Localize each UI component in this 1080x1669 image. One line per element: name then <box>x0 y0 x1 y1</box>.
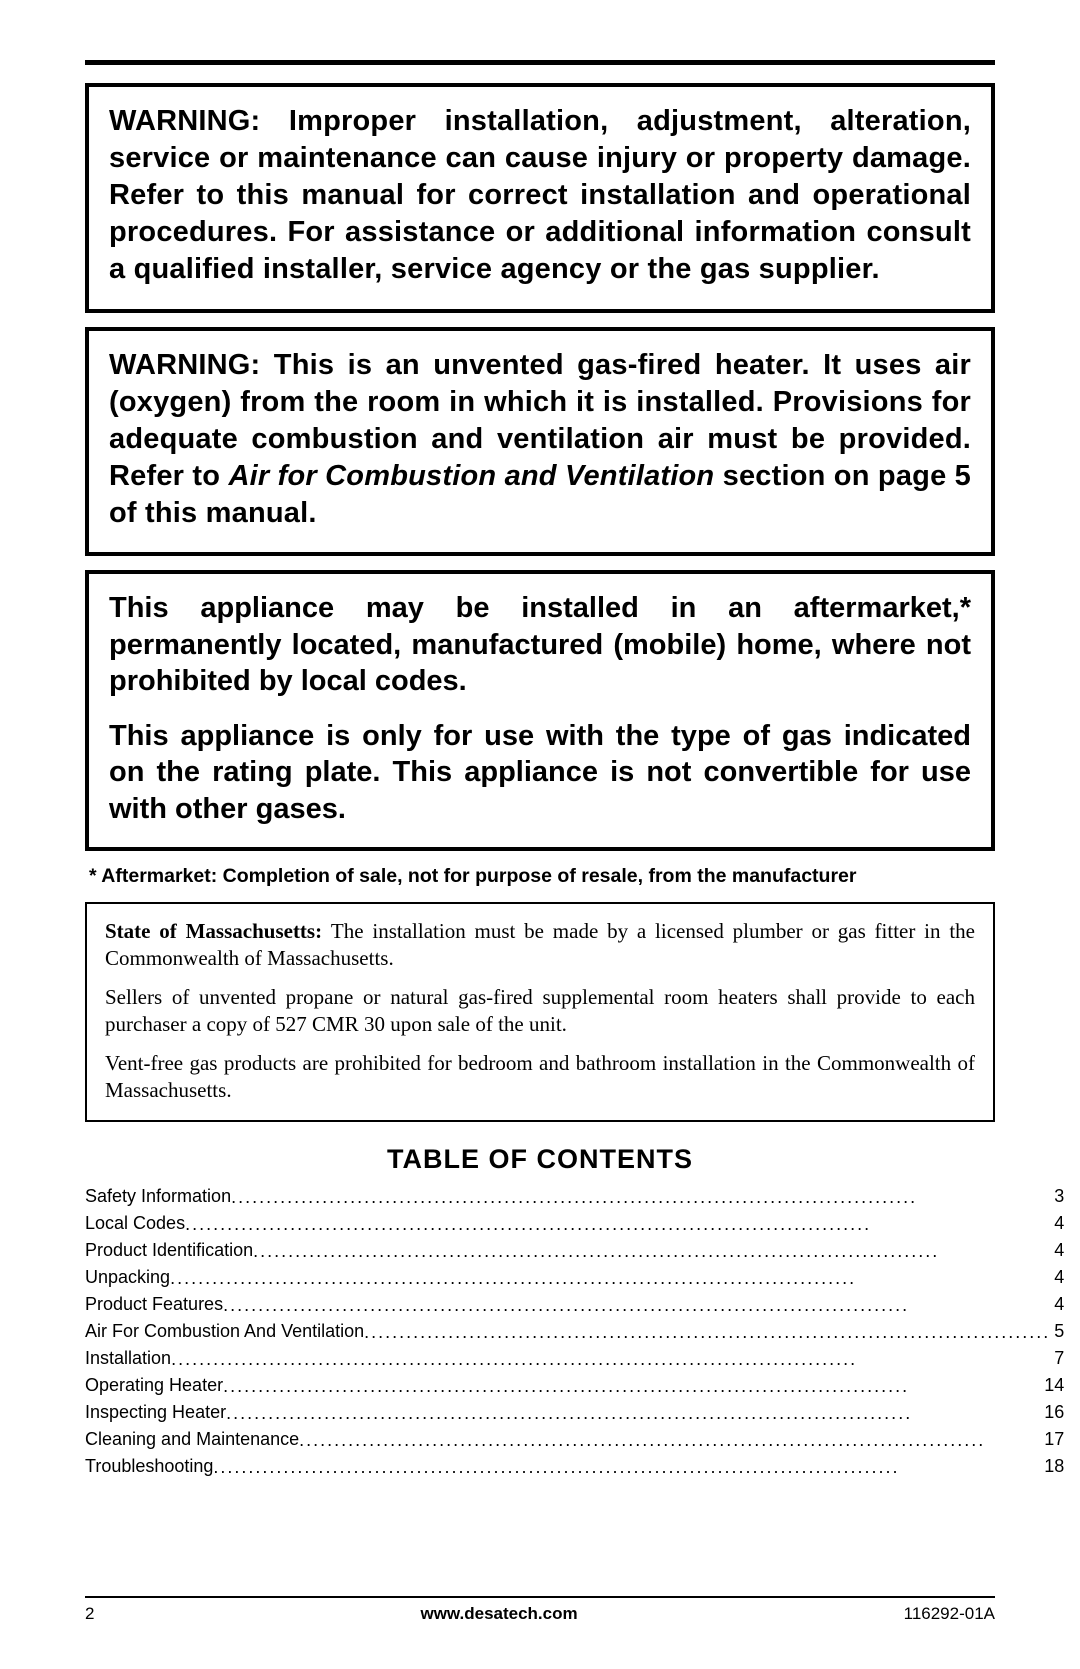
toc-row: Product Identification 4 <box>85 1237 1064 1264</box>
table-of-contents: Safety Information 3Local Codes 4Product… <box>85 1183 995 1480</box>
toc-label: Unpacking <box>85 1264 170 1291</box>
toc-row: Local Codes 4 <box>85 1210 1064 1237</box>
toc-label: Air For Combustion And Ventilation <box>85 1318 364 1345</box>
toc-row: Operating Heater 14 <box>85 1372 1064 1399</box>
toc-row: Troubleshooting 18 <box>85 1453 1064 1480</box>
aftermarket-footnote: * Aftermarket: Completion of sale, not f… <box>85 865 995 888</box>
toc-leader <box>231 1184 1050 1210</box>
toc-column-left: Safety Information 3Local Codes 4Product… <box>85 1183 1064 1480</box>
warning-1-text: WARNING: Improper installation, adjustme… <box>109 103 971 289</box>
toc-row: Air For Combustion And Ventilation 5 <box>85 1318 1064 1345</box>
toc-row: Product Features 4 <box>85 1291 1064 1318</box>
toc-label: Operating Heater <box>85 1372 223 1399</box>
toc-label: Safety Information <box>85 1183 231 1210</box>
toc-page: 5 <box>1050 1318 1064 1345</box>
toc-leader <box>171 1346 1050 1372</box>
toc-page: 7 <box>1050 1345 1064 1372</box>
toc-leader <box>253 1238 1050 1264</box>
toc-page: 14 <box>1040 1372 1064 1399</box>
toc-leader <box>213 1454 1040 1480</box>
toc-page: 18 <box>1040 1453 1064 1480</box>
toc-row: Cleaning and Maintenance 17 <box>85 1426 1064 1453</box>
toc-leader <box>223 1292 1050 1318</box>
toc-row: Safety Information 3 <box>85 1183 1064 1210</box>
toc-leader <box>223 1373 1040 1399</box>
toc-label: Product Features <box>85 1291 223 1318</box>
toc-page: 4 <box>1050 1237 1064 1264</box>
info-box: This appliance may be installed in an af… <box>85 570 995 851</box>
toc-leader <box>364 1319 1050 1345</box>
page-content: WARNING: Improper installation, adjustme… <box>85 60 995 1480</box>
footer-url: www.desatech.com <box>420 1604 577 1624</box>
toc-page: 4 <box>1050 1291 1064 1318</box>
toc-page: 3 <box>1050 1183 1064 1210</box>
toc-label: Inspecting Heater <box>85 1399 226 1426</box>
toc-page: 4 <box>1050 1264 1064 1291</box>
state-p1-bold: State of Massachusetts: <box>105 919 331 943</box>
toc-label: Local Codes <box>85 1210 185 1237</box>
info-paragraph-1: This appliance may be installed in an af… <box>109 590 971 700</box>
toc-leader <box>185 1211 1050 1237</box>
toc-row: Inspecting Heater 16 <box>85 1399 1064 1426</box>
toc-row: Unpacking 4 <box>85 1264 1064 1291</box>
toc-label: Cleaning and Maintenance <box>85 1426 299 1453</box>
footer-doc-id: 116292-01A <box>904 1604 995 1624</box>
state-paragraph-1: State of Massachusetts: The installation… <box>105 918 975 972</box>
footer-page-number: 2 <box>85 1604 94 1624</box>
toc-label: Installation <box>85 1345 171 1372</box>
toc-heading: TABLE OF CONTENTS <box>85 1144 995 1175</box>
page-footer: 2 www.desatech.com 116292-01A <box>85 1596 995 1624</box>
toc-page: 16 <box>1040 1399 1064 1426</box>
warning-box-1: WARNING: Improper installation, adjustme… <box>85 83 995 313</box>
state-paragraph-2: Sellers of unvented propane or natural g… <box>105 984 975 1038</box>
warning-2-italic: Air for Combustion and Ventilation <box>228 460 714 492</box>
warning-2-text: WARNING: This is an unvented gas-fired h… <box>109 347 971 533</box>
toc-page: 4 <box>1050 1210 1064 1237</box>
info-paragraph-2: This appliance is only for use with the … <box>109 718 971 828</box>
toc-leader <box>170 1265 1050 1291</box>
toc-leader <box>226 1400 1040 1426</box>
toc-row: Installation 7 <box>85 1345 1064 1372</box>
toc-label: Product Identification <box>85 1237 253 1264</box>
toc-page: 17 <box>1040 1426 1064 1453</box>
warning-box-2: WARNING: This is an unvented gas-fired h… <box>85 327 995 557</box>
toc-leader <box>299 1427 1040 1453</box>
state-box: State of Massachusetts: The installation… <box>85 902 995 1121</box>
toc-label: Troubleshooting <box>85 1453 213 1480</box>
state-paragraph-3: Vent-free gas products are prohibited fo… <box>105 1050 975 1104</box>
